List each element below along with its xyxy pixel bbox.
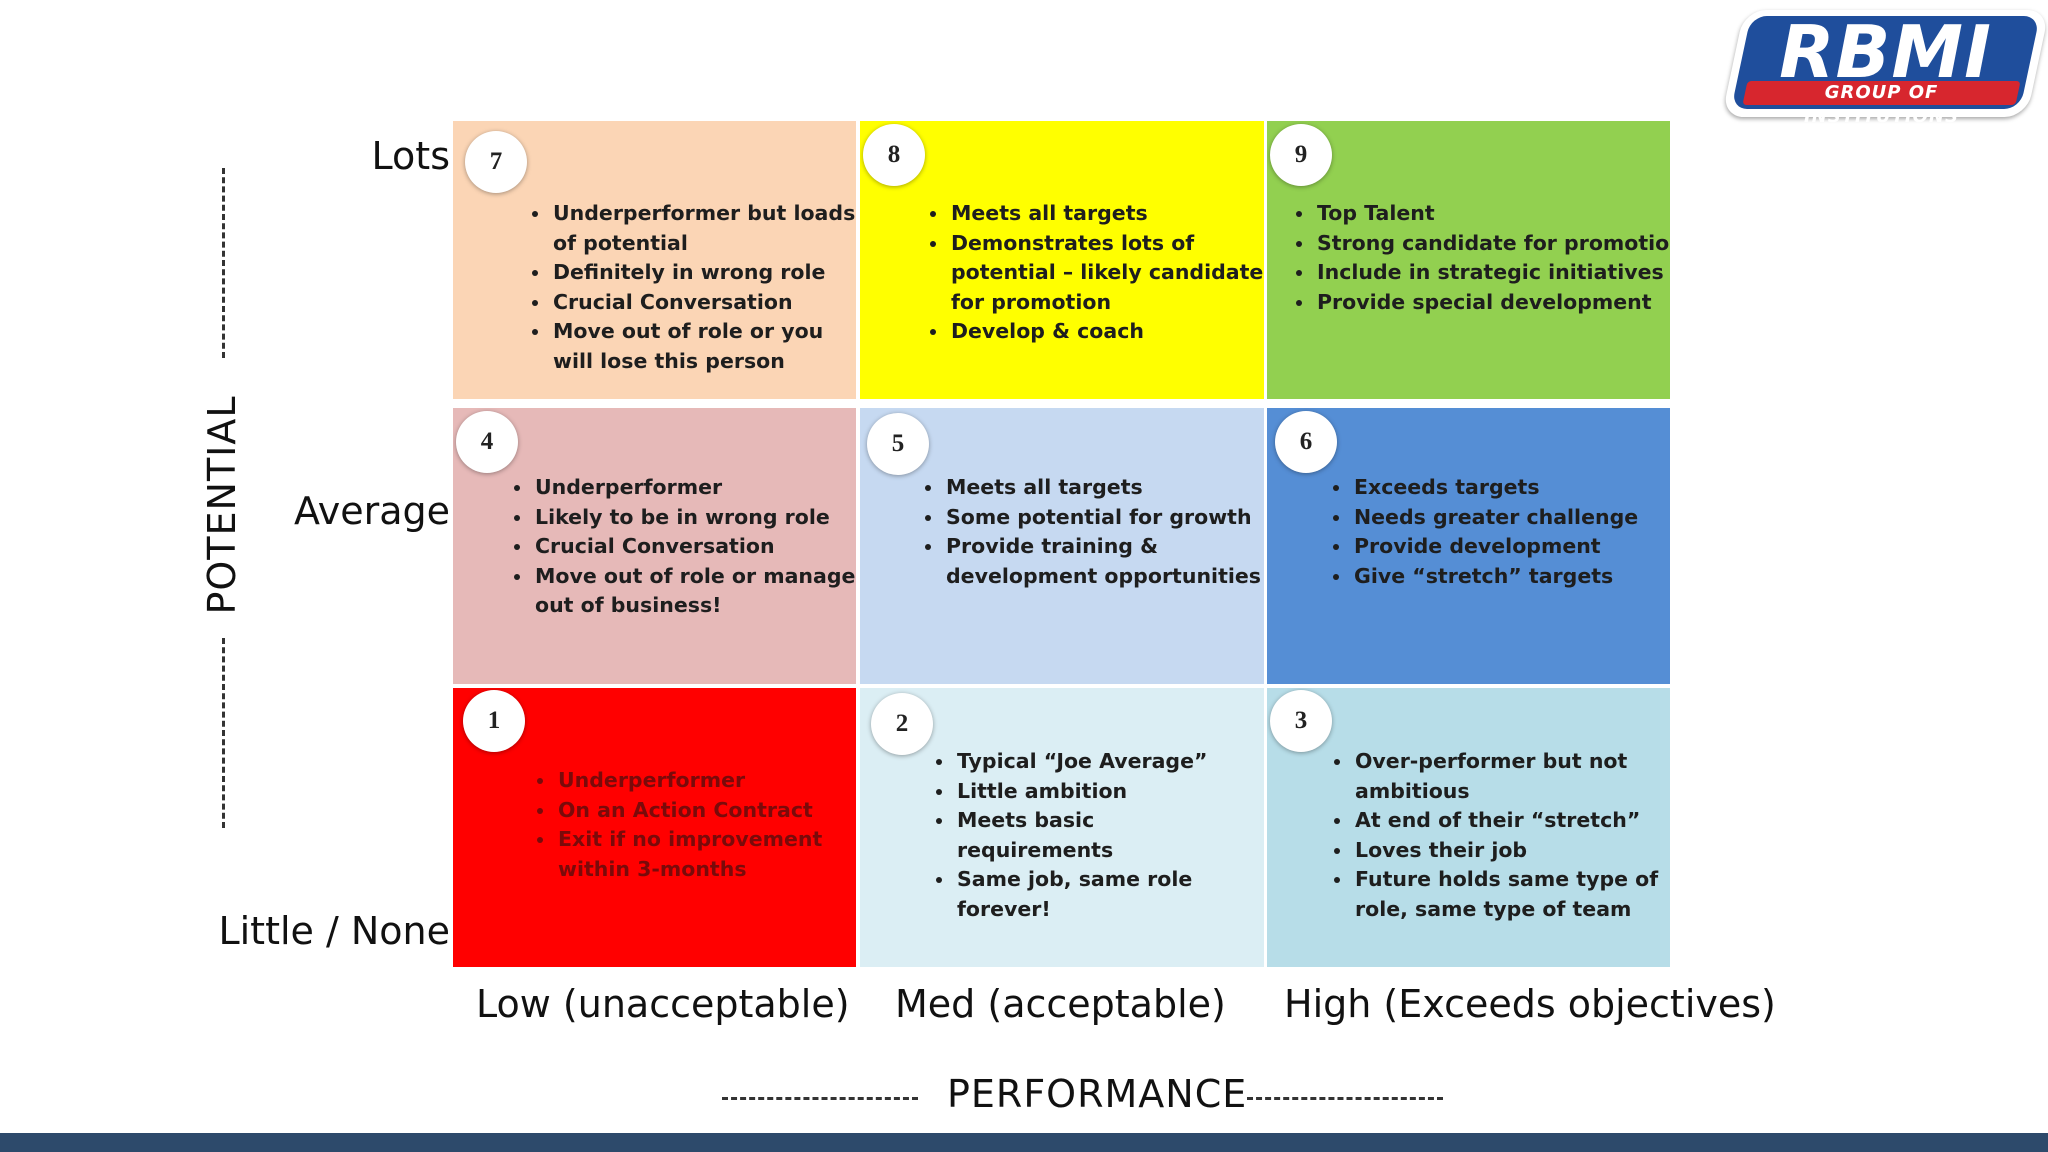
bullet-item: Meets all targets — [949, 199, 1264, 229]
rbmi-logo: RBMI GROUP OF INSTITUTIONS — [1721, 10, 2048, 127]
cell-number-badge: 1 — [463, 690, 525, 752]
bullet-item: Develop & coach — [949, 317, 1264, 347]
cell-6: 6 Exceeds targets Needs greater challeng… — [1267, 408, 1670, 684]
cell-4: 4 Underperformer Likely to be in wrong r… — [453, 408, 856, 684]
cell-number-badge: 4 — [456, 411, 518, 473]
bullet-item: Move out of role or manage out of busine… — [533, 562, 856, 621]
cell-bullet-list: Exceeds targets Needs greater challenge … — [1322, 473, 1670, 591]
y-axis-dash-top — [222, 168, 225, 358]
cell-bullet-list: Top Talent Strong candidate for promotio… — [1285, 199, 1670, 317]
cell-number-badge: 2 — [871, 693, 933, 755]
cell-number-badge: 6 — [1275, 411, 1337, 473]
cell-1: 1 Underperformer On an Action Contract E… — [453, 688, 856, 967]
bullet-item: Exit if no improvement within 3-months — [556, 825, 856, 884]
bullet-item: Typical “Joe Average” — [955, 747, 1255, 777]
bullet-item: Provide development — [1352, 532, 1670, 562]
cell-bullet-list: Underperformer On an Action Contract Exi… — [526, 766, 856, 884]
bullet-item: Exceeds targets — [1352, 473, 1670, 503]
bullet-item: At end of their “stretch” — [1353, 806, 1663, 836]
cell-number-badge: 5 — [867, 413, 929, 475]
y-axis-dash-bottom — [222, 638, 225, 828]
bullet-item: Provide special development — [1315, 288, 1670, 318]
bullet-item: Over-performer but not ambitious — [1353, 747, 1663, 806]
bullet-item: Provide training & development opportuni… — [944, 532, 1264, 591]
logo-title: RBMI — [1779, 10, 1992, 94]
bullet-item: Little ambition — [955, 777, 1255, 807]
bullet-item: Crucial Conversation — [551, 288, 856, 318]
logo-subtitle: GROUP OF INSTITUTIONS — [1804, 82, 1959, 127]
cell-number-badge: 8 — [863, 124, 925, 186]
bullet-item: Include in strategic initiatives — [1315, 258, 1670, 288]
y-level-average: Average — [293, 489, 450, 533]
cell-9: 9 Top Talent Strong candidate for promot… — [1267, 121, 1670, 399]
cell-bullet-list: Underperformer but loads of potential De… — [521, 199, 856, 376]
bullet-item: Loves their job — [1353, 836, 1663, 866]
bullet-item: Top Talent — [1315, 199, 1670, 229]
cell-number-badge: 7 — [465, 131, 527, 193]
bullet-item: Needs greater challenge — [1352, 503, 1670, 533]
bullet-item: Demonstrates lots of potential – likely … — [949, 229, 1264, 318]
bullet-item: Give “stretch” targets — [1352, 562, 1670, 592]
x-axis-title: PERFORMANCE — [947, 1072, 1248, 1116]
x-level-med: Med (acceptable) — [895, 982, 1226, 1026]
cell-bullet-list: Over-performer but not ambitious At end … — [1323, 747, 1663, 924]
x-level-high: High (Exceeds objectives) — [1284, 982, 1776, 1026]
cell-2: 2 Typical “Joe Average” Little ambition … — [860, 688, 1264, 967]
cell-number-badge: 3 — [1270, 690, 1332, 752]
bullet-item: Underperformer — [533, 473, 856, 503]
cell-7: 7 Underperformer but loads of potential … — [453, 121, 856, 399]
bullet-item: Some potential for growth — [944, 503, 1264, 533]
bullet-item: Strong candidate for promotion — [1315, 229, 1670, 259]
x-level-low: Low (unacceptable) — [476, 982, 850, 1026]
cell-3: 3 Over-performer but not ambitious At en… — [1267, 688, 1670, 967]
bullet-item: Meets all targets — [944, 473, 1264, 503]
bullet-item: Future holds same type of role, same typ… — [1353, 865, 1663, 924]
bullet-item: Same job, same role forever! — [955, 865, 1255, 924]
y-level-lots: Lots — [371, 134, 450, 178]
bullet-item: Definitely in wrong role — [551, 258, 856, 288]
x-axis-dash-left — [722, 1097, 918, 1100]
cell-bullet-list: Meets all targets Some potential for gro… — [914, 473, 1264, 591]
bottom-bar — [0, 1133, 2048, 1152]
cell-bullet-list: Meets all targets Demonstrates lots of p… — [919, 199, 1264, 347]
bullet-item: Likely to be in wrong role — [533, 503, 856, 533]
bullet-item: Underperformer but loads of potential — [551, 199, 856, 258]
x-axis-dash-right — [1247, 1097, 1443, 1100]
y-level-little-none: Little / None — [218, 909, 450, 953]
bullet-item: Move out of role or you will lose this p… — [551, 317, 856, 376]
cell-number-badge: 9 — [1270, 124, 1332, 186]
cell-bullet-list: Typical “Joe Average” Little ambition Me… — [925, 747, 1255, 924]
y-axis-title: POTENTIAL — [200, 395, 244, 615]
cell-bullet-list: Underperformer Likely to be in wrong rol… — [503, 473, 856, 621]
bullet-item: Crucial Conversation — [533, 532, 856, 562]
cell-5: 5 Meets all targets Some potential for g… — [860, 408, 1264, 684]
bullet-item: Underperformer — [556, 766, 856, 796]
bullet-item: Meets basic requirements — [955, 806, 1255, 865]
bullet-item: On an Action Contract — [556, 796, 856, 826]
cell-8: 8 Meets all targets Demonstrates lots of… — [860, 121, 1264, 399]
